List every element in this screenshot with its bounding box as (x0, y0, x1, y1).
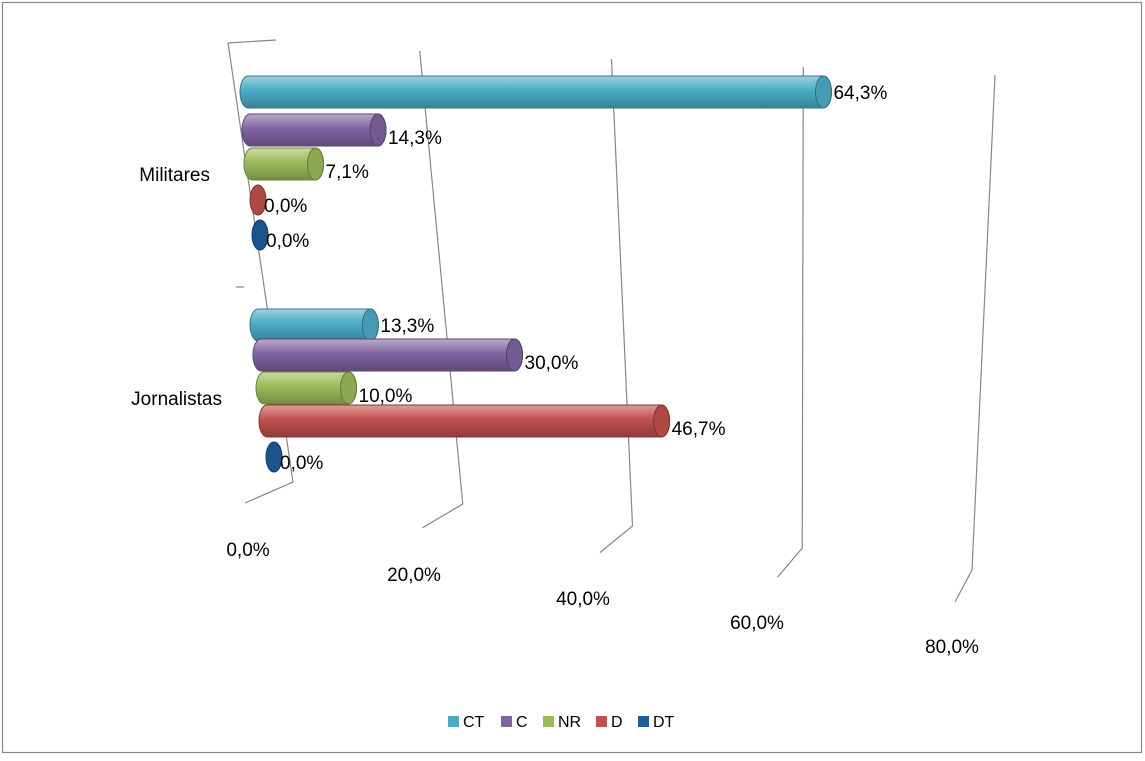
data-label-ct-militares: 64,3% (833, 83, 887, 104)
bar-ct-jornalistas (249, 308, 379, 342)
category-label-militares: Militares (139, 165, 210, 186)
legend-label: DT (653, 714, 675, 731)
x-tick-label: 60,0% (730, 613, 784, 634)
legend-item-nr[interactable]: NR (543, 714, 581, 731)
data-label-d-militares: 0,0% (264, 196, 307, 217)
legend-item-dt[interactable]: DT (638, 714, 675, 731)
data-label-nr-jornalistas: 10,0% (359, 386, 413, 407)
gridlines (227, 39, 996, 603)
gridline (599, 58, 634, 553)
legend-swatch (638, 716, 649, 727)
x-tick-labels: 0,0% 20,0% 40,0% 60,0% 80,0% (226, 540, 979, 658)
legend-swatch (448, 716, 459, 727)
bar-d-jornalistas (258, 404, 671, 438)
bar-dt-jornalistas (265, 441, 283, 473)
legend-swatch (596, 716, 607, 727)
bar-c-militares (241, 113, 387, 147)
gridline (227, 42, 294, 504)
legend-label: D (611, 714, 623, 731)
legend-swatch (501, 716, 512, 727)
bar-c-jornalistas (252, 338, 523, 372)
legend-label: C (516, 714, 528, 731)
legend-item-d[interactable]: D (596, 714, 623, 731)
data-label-d-jornalistas: 46,7% (672, 419, 726, 440)
gridline (419, 50, 464, 529)
x-tick-label: 0,0% (226, 540, 269, 561)
data-labels: 64,3% 14,3% 7,1% 0,0% 0,0% 13,3% 30,0% 10,0% 46,… (264, 83, 887, 474)
bar-ct-militares (239, 75, 832, 109)
data-label-c-militares: 14,3% (388, 128, 442, 149)
category-label-jornalistas: Jornalistas (131, 389, 222, 410)
bar-nr-militares (243, 147, 325, 181)
legend-item-c[interactable]: C (501, 714, 528, 731)
gridline (777, 66, 804, 578)
bar-dt-militares (251, 219, 269, 251)
legend-label: CT (463, 714, 485, 731)
x-tick-label: 20,0% (387, 565, 441, 586)
x-tick-label: 40,0% (556, 589, 610, 610)
bars (239, 75, 832, 473)
bar-d-militares (249, 184, 267, 216)
x-tick-label: 80,0% (925, 637, 979, 658)
legend-label: NR (558, 714, 581, 731)
axis-tick (227, 39, 277, 44)
legend-item-ct[interactable]: CT (448, 714, 485, 731)
category-labels: Militares Jornalistas (131, 165, 222, 410)
data-label-c-jornalistas: 30,0% (525, 353, 579, 374)
gridline (954, 74, 996, 603)
legend[interactable]: CT C NR D DT (448, 714, 675, 731)
data-label-nr-militares: 7,1% (326, 162, 369, 183)
data-label-dt-militares: 0,0% (266, 231, 309, 252)
legend-swatch (543, 716, 554, 727)
data-label-dt-jornalistas: 0,0% (280, 453, 323, 474)
bar-nr-jornalistas (255, 371, 357, 405)
data-label-ct-jornalistas: 13,3% (380, 316, 434, 337)
